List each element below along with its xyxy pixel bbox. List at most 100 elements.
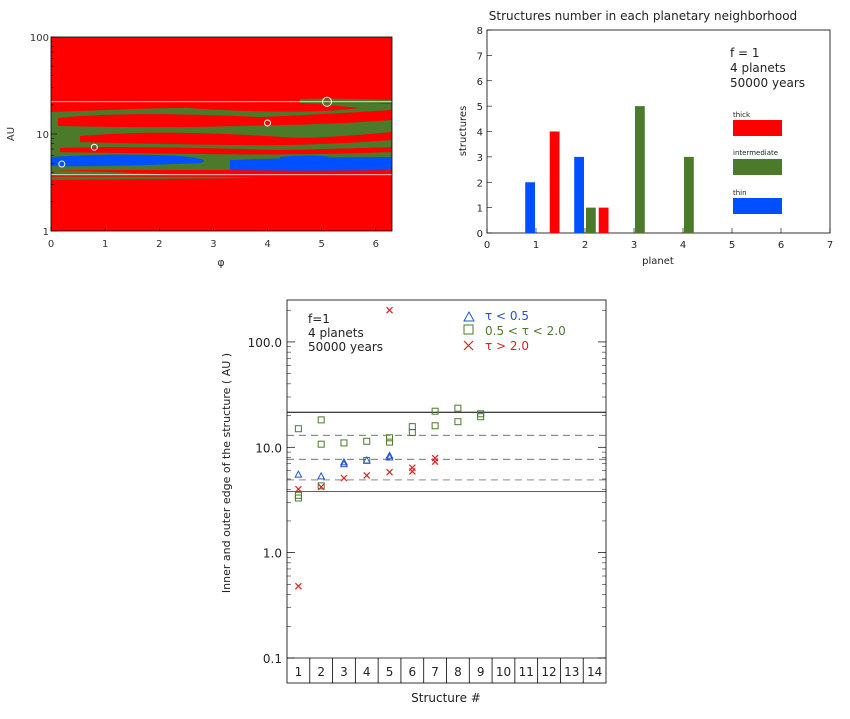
scatter-annotation-f: f=1 bbox=[308, 312, 330, 326]
scatter-x-tick-label-8: 8 bbox=[454, 665, 462, 679]
bar-x-tick-label-4: 4 bbox=[680, 240, 686, 251]
bar-x-tick-label-7: 7 bbox=[827, 240, 833, 251]
legend-intermediate-label: intermediate bbox=[733, 149, 778, 157]
scatter-x-tick-label-12: 12 bbox=[541, 665, 556, 679]
square-point-12 bbox=[408, 423, 416, 431]
bar-intermediate-planet-4 bbox=[683, 156, 694, 233]
square-point-17 bbox=[454, 418, 462, 426]
scatter-x-tick-label-5: 5 bbox=[386, 665, 394, 679]
square-point-4 bbox=[317, 416, 325, 424]
triangle-point-2 bbox=[317, 471, 326, 480]
square-point-5 bbox=[317, 440, 325, 448]
bar-x-tick-label-5: 5 bbox=[729, 240, 735, 251]
scatter-x-tick-label-10: 10 bbox=[496, 665, 511, 679]
bar-series bbox=[525, 106, 694, 233]
scatter-ylabel: Inner and outer edge of the structure ( … bbox=[220, 353, 233, 593]
heatmap-y-ticks: 1 10 100 bbox=[30, 33, 57, 238]
scatter-y-ticks: 0.1 1.0 10.0 100.0 bbox=[248, 309, 606, 666]
heatmap-x-tick-label-3: 3 bbox=[210, 239, 216, 250]
heatmap-x-ticks: 0 1 2 3 4 5 6 bbox=[48, 227, 379, 250]
bar-y-tick-label-7: 7 bbox=[477, 51, 483, 62]
bar-y-tick-label-6: 6 bbox=[477, 77, 483, 88]
legend-tau-low: τ < 0.5 bbox=[485, 309, 529, 323]
heatmap-x-tick-label-0: 0 bbox=[48, 239, 54, 250]
bar-intermediate-planet-2 bbox=[585, 207, 596, 233]
bar-y-tick-label-8: 8 bbox=[477, 26, 483, 37]
bar-chart-title: Structures number in each planetary neig… bbox=[489, 9, 797, 23]
scatter-y-tick-label-100.0: 100.0 bbox=[248, 336, 282, 350]
triangle-point-5 bbox=[362, 455, 371, 464]
planet-lines bbox=[51, 101, 392, 176]
scatter-legend: τ < 0.5 0.5 < τ < 2.0 τ > 2.0 bbox=[463, 309, 566, 353]
x-point-6 bbox=[386, 306, 393, 314]
heatmap-region-3 bbox=[80, 132, 392, 146]
x-point-11 bbox=[431, 458, 439, 466]
bar-x-tick-label-1: 1 bbox=[533, 240, 539, 251]
heatmap-y-tick-label-100: 100 bbox=[30, 33, 49, 44]
triangle-point-6 bbox=[385, 451, 394, 459]
x-point-4 bbox=[340, 474, 348, 482]
bar-y-tick-label-3: 3 bbox=[477, 153, 483, 164]
scatter-x-tick-label-13: 13 bbox=[564, 665, 579, 679]
scatter-y-tick-label-0.1: 0.1 bbox=[263, 652, 282, 666]
planet-markers bbox=[58, 96, 333, 168]
bar-annotation-f: f = 1 bbox=[730, 46, 760, 60]
x-point-3 bbox=[317, 483, 325, 491]
x-point-9 bbox=[408, 468, 416, 475]
square-point-7 bbox=[340, 439, 348, 447]
heatmap-region-5 bbox=[190, 103, 360, 112]
scatter-x-tick-label-9: 9 bbox=[477, 665, 485, 679]
bar-annotation-years: 50000 years bbox=[730, 76, 805, 90]
planet-marker-2 bbox=[90, 143, 98, 151]
bar-y-tick-label-5: 5 bbox=[477, 102, 483, 113]
bar-ylabel: structures bbox=[458, 106, 469, 157]
bar-y-tick-label-4: 4 bbox=[477, 128, 483, 139]
heatmap-inner-boundary bbox=[51, 174, 392, 177]
bar-y-tick-label-2: 2 bbox=[477, 178, 483, 189]
heatmap-x-tick-label-1: 1 bbox=[102, 239, 108, 250]
bar-xlabel: planet bbox=[642, 256, 674, 267]
triangle-point-1 bbox=[294, 470, 303, 478]
scatter-x-tick-label-3: 3 bbox=[340, 665, 348, 679]
planet-marker-1 bbox=[58, 160, 66, 168]
x-point-2 bbox=[294, 485, 302, 493]
legend-square-marker bbox=[463, 324, 474, 335]
planet-marker-3 bbox=[264, 119, 272, 127]
scatter-x-tick-label-6: 6 bbox=[409, 665, 417, 679]
heatmap-region-7 bbox=[150, 120, 270, 126]
heatmap-x-tick-label-5: 5 bbox=[318, 239, 324, 250]
triangle-point-7 bbox=[385, 452, 394, 461]
bar-y-tick-label-0: 0 bbox=[477, 229, 483, 240]
bar-y-ticks: 0 1 2 3 4 5 6 7 8 bbox=[477, 26, 492, 240]
square-point-9 bbox=[363, 456, 371, 464]
heatmap-y-tick-label-1: 1 bbox=[43, 227, 49, 238]
scatter-y-tick-label-10.0: 10.0 bbox=[255, 441, 282, 455]
heatmap-region-8 bbox=[51, 154, 204, 167]
square-point-8 bbox=[363, 437, 371, 445]
heatmap-xlabel: φ bbox=[217, 256, 224, 269]
heatmap-region-10 bbox=[280, 155, 330, 159]
triangle-point-4 bbox=[339, 459, 348, 468]
square-point-13 bbox=[408, 429, 416, 437]
legend-intermediate-swatch bbox=[733, 159, 782, 175]
heatmap-y-tick-label-10: 10 bbox=[36, 130, 49, 141]
bar-x-tick-label-3: 3 bbox=[631, 240, 637, 251]
bar-x-tick-label-6: 6 bbox=[778, 240, 784, 251]
bar-x-tick-label-2: 2 bbox=[582, 240, 588, 251]
scatter-x-tick-label-1: 1 bbox=[295, 665, 303, 679]
heatmap-x-tick-label-6: 6 bbox=[373, 239, 379, 250]
scatter-x-tick-label-7: 7 bbox=[431, 665, 439, 679]
scatter-y-tick-label-1.0: 1.0 bbox=[263, 547, 282, 561]
bar-thin-planet-2 bbox=[574, 156, 585, 233]
square-point-1 bbox=[294, 425, 302, 433]
triangle-point-3 bbox=[339, 457, 348, 466]
scatter-points bbox=[294, 306, 485, 590]
heatmap-regions bbox=[51, 98, 392, 180]
square-point-6 bbox=[317, 482, 325, 490]
legend-triangle-marker bbox=[463, 310, 475, 322]
bar-thick-planet-1 bbox=[549, 131, 560, 233]
square-point-15 bbox=[431, 422, 439, 430]
square-point-14 bbox=[431, 407, 439, 415]
